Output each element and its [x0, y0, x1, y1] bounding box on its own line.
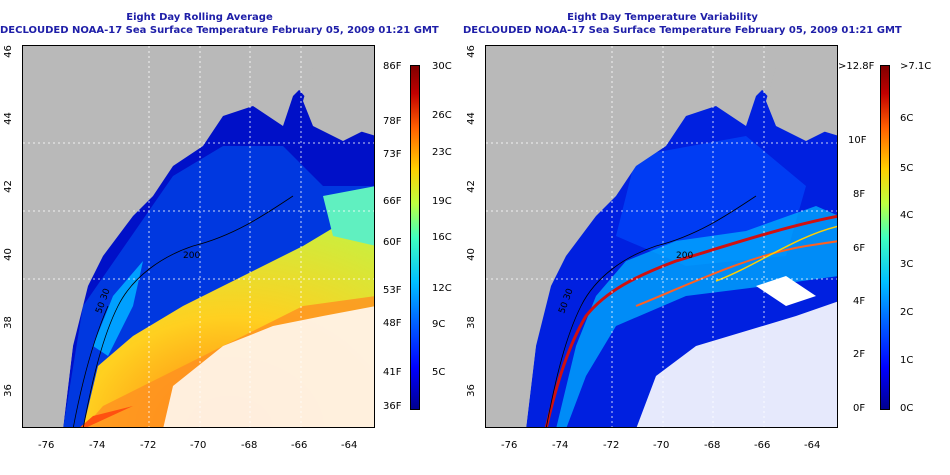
right-x-tick: -64	[804, 440, 821, 451]
left-y-tick: 46	[2, 45, 14, 58]
left-y-tick: 44	[2, 112, 14, 125]
right-cbar-label-f: 6F	[853, 243, 866, 254]
left-cbar-label-f: 53F	[383, 285, 402, 296]
right-cbar-label-f: >12.8F	[838, 61, 875, 72]
right-cbar-label-c: 0C	[900, 403, 914, 414]
left-x-tick: -74	[89, 440, 106, 451]
right-cbar-label-f: 10F	[848, 135, 867, 146]
left-x-tick: -68	[241, 440, 258, 451]
right-cbar-label-c: 6C	[900, 113, 914, 124]
left-cbar-label-c: 5C	[432, 367, 446, 378]
right-x-tick: -66	[754, 440, 771, 451]
left-cbar-label-f: 48F	[383, 318, 402, 329]
right-y-tick: 42	[465, 180, 477, 193]
right-x-tick: -72	[603, 440, 620, 451]
right-y-tick: 44	[465, 112, 477, 125]
left-cbar-label-f: 60F	[383, 237, 402, 248]
left-y-tick: 40	[2, 248, 14, 261]
left-sst-map[interactable]: 200 50 30	[22, 45, 375, 428]
left-cbar-label-f: 78F	[383, 116, 402, 127]
left-x-tick: -70	[190, 440, 207, 451]
left-cbar-label-f: 86F	[383, 61, 402, 72]
right-cbar-label-c: 2C	[900, 307, 914, 318]
right-cbar-label-c: >7.1C	[900, 61, 932, 72]
left-y-tick: 42	[2, 180, 14, 193]
right-colorbar	[880, 65, 890, 410]
right-x-tick: -70	[653, 440, 670, 451]
left-x-tick: -76	[38, 440, 55, 451]
left-cbar-label-f: 66F	[383, 196, 402, 207]
left-y-tick: 36	[2, 384, 14, 397]
right-cbar-label-c: 1C	[900, 355, 914, 366]
right-contour-label: 200	[676, 251, 693, 261]
left-title-line2: DECLOUDED NOAA-17 Sea Surface Temperatur…	[0, 25, 439, 36]
right-cbar-label-c: 4C	[900, 210, 914, 221]
left-cbar-label-f: 36F	[383, 401, 402, 412]
left-cbar-label-c: 19C	[432, 196, 452, 207]
right-cbar-label-f: 8F	[853, 189, 866, 200]
right-map-graphic: 200 50 30	[486, 46, 837, 427]
right-y-tick: 36	[465, 384, 477, 397]
right-title-line2: DECLOUDED NOAA-17 Sea Surface Temperatur…	[463, 25, 902, 36]
left-cbar-label-f: 73F	[383, 149, 402, 160]
left-cbar-label-c: 26C	[432, 110, 452, 121]
right-x-tick: -74	[552, 440, 569, 451]
left-contour-label: 200	[183, 251, 200, 261]
right-title-line1: Eight Day Temperature Variability	[567, 12, 758, 23]
right-x-tick: -68	[704, 440, 721, 451]
left-x-tick: -72	[140, 440, 157, 451]
left-cbar-label-c: 12C	[432, 283, 452, 294]
left-cbar-label-c: 16C	[432, 232, 452, 243]
left-cbar-label-f: 41F	[383, 367, 402, 378]
right-cbar-label-f: 2F	[853, 349, 866, 360]
right-cbar-label-f: 0F	[853, 403, 866, 414]
left-cbar-label-c: 23C	[432, 147, 452, 158]
right-x-tick: -76	[501, 440, 518, 451]
right-variability-map[interactable]: 200 50 30	[485, 45, 838, 428]
left-title-line1: Eight Day Rolling Average	[126, 12, 273, 23]
left-cbar-label-c: 9C	[432, 319, 446, 330]
left-x-tick: -66	[291, 440, 308, 451]
right-y-tick: 40	[465, 248, 477, 261]
right-cbar-label-c: 3C	[900, 259, 914, 270]
left-map-graphic: 200 50 30	[23, 46, 374, 427]
right-y-tick: 38	[465, 316, 477, 329]
left-x-tick: -64	[341, 440, 358, 451]
left-y-tick: 38	[2, 316, 14, 329]
left-colorbar	[410, 65, 420, 410]
right-cbar-label-c: 5C	[900, 163, 914, 174]
left-cbar-label-c: 30C	[432, 61, 452, 72]
right-cbar-label-f: 4F	[853, 296, 866, 307]
right-y-tick: 46	[465, 45, 477, 58]
